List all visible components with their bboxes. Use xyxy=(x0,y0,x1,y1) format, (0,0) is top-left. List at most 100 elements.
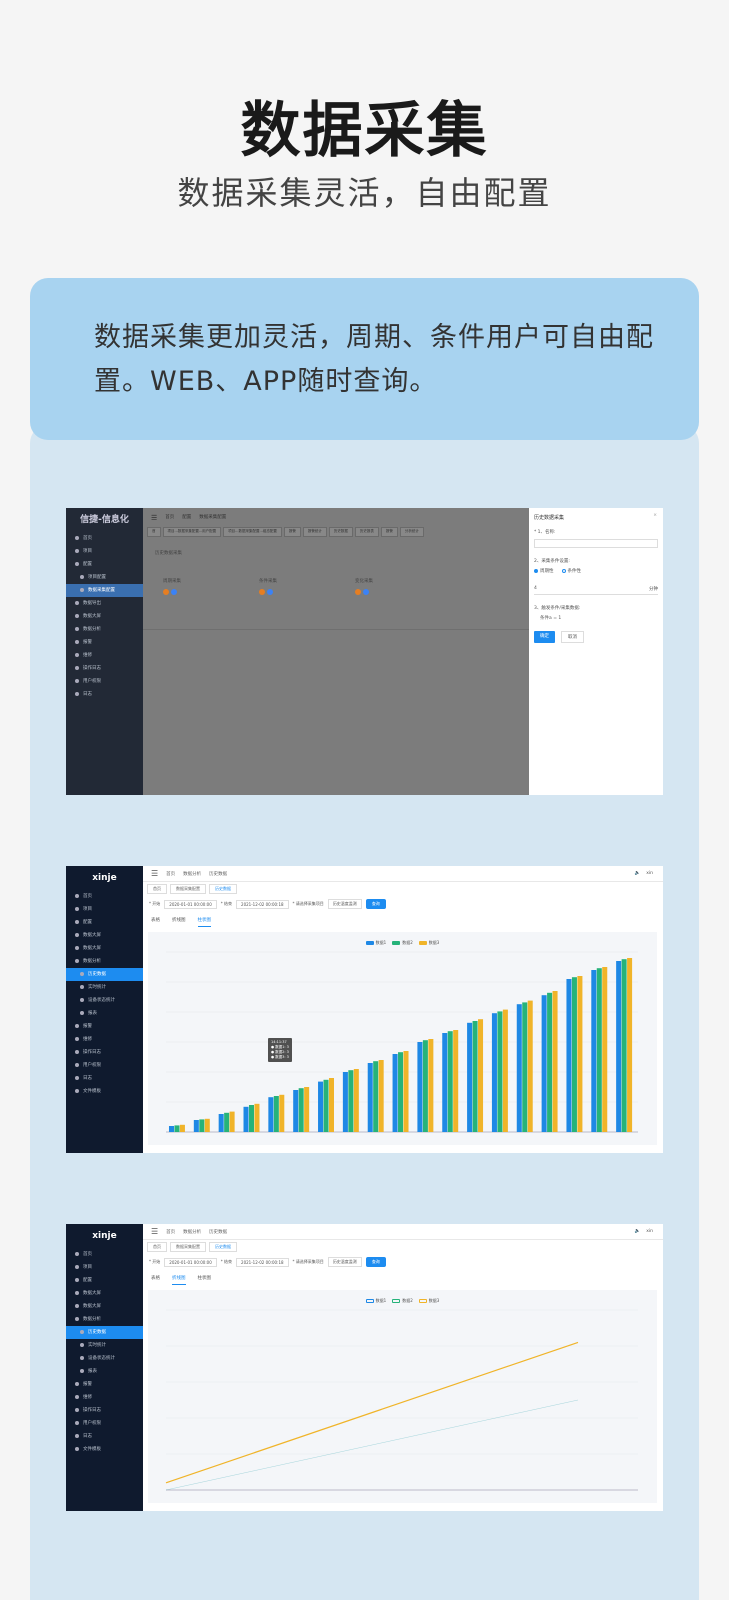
sidebar-item[interactable]: 操作日志 xyxy=(66,662,143,675)
card-condition[interactable]: 条件采集 xyxy=(259,578,277,595)
period-select[interactable]: 4 分钟 xyxy=(534,584,658,595)
sidebar-item[interactable]: 维修 xyxy=(66,649,143,662)
crumb[interactable]: 数据分析 xyxy=(183,871,202,877)
legend-item[interactable]: 数据3 xyxy=(418,940,439,946)
settings-icon[interactable] xyxy=(171,589,177,595)
sidebar-item[interactable]: 设备状态统计 xyxy=(66,1352,143,1365)
sidebar-item[interactable]: 项目 xyxy=(66,1261,143,1274)
tab-item[interactable]: 首 xyxy=(147,527,161,537)
tab-config[interactable]: 数据采集配置 xyxy=(170,884,206,894)
card-periodic[interactable]: 周期采集 xyxy=(163,578,181,595)
radio-periodic[interactable]: 周期性 xyxy=(534,568,554,574)
menu-icon[interactable]: ☰ xyxy=(151,1227,159,1236)
settings-icon[interactable] xyxy=(267,589,273,595)
settings-icon[interactable] xyxy=(363,589,369,595)
tab-item[interactable]: 分析统计 xyxy=(399,527,424,537)
tab-table[interactable]: 表格 xyxy=(151,1276,160,1281)
sidebar-item[interactable]: 数据大屏 xyxy=(66,1300,143,1313)
sidebar-item[interactable]: 用户权限 xyxy=(66,675,143,688)
crumb[interactable]: 首页 xyxy=(166,871,176,877)
cancel-button[interactable]: 取消 xyxy=(561,631,584,643)
tab-item[interactable]: 历史报表 xyxy=(354,527,379,537)
sidebar-item[interactable]: 报警 xyxy=(66,1020,143,1033)
sidebar-item[interactable]: 配置 xyxy=(66,1274,143,1287)
tab-item[interactable]: 报警 xyxy=(283,527,301,537)
tab-line[interactable]: 折线图 xyxy=(172,1275,186,1285)
sidebar-item[interactable]: 首页 xyxy=(66,1248,143,1261)
sidebar-item[interactable]: 文件模板 xyxy=(66,1443,143,1456)
legend-item[interactable]: 数据2 xyxy=(392,1298,413,1304)
sidebar-item[interactable]: 操作日志 xyxy=(66,1404,143,1417)
query-button[interactable]: 查询 xyxy=(365,899,386,909)
tab-table[interactable]: 表格 xyxy=(151,918,160,923)
end-date-input[interactable]: 2021-12-02 00:00:18 xyxy=(236,1257,289,1267)
sidebar-item[interactable]: 数据导出 xyxy=(66,597,143,610)
sidebar-item[interactable]: 项目 xyxy=(66,545,143,558)
tab-item[interactable]: 报警 xyxy=(380,527,398,537)
sidebar-item[interactable]: 文件模板 xyxy=(66,1085,143,1098)
tab-home[interactable]: 首页 xyxy=(147,1242,167,1252)
crumb[interactable]: 首页 xyxy=(165,515,175,520)
user-menu[interactable]: xin xyxy=(646,871,653,876)
sidebar-item[interactable]: 设备状态统计 xyxy=(66,994,143,1007)
tab-item[interactable]: 项目...数据采集配置...用户配置 xyxy=(162,527,222,537)
sidebar-item[interactable]: 首页 xyxy=(66,532,143,545)
sidebar-item[interactable]: 数据分析 xyxy=(66,955,143,968)
sidebar-item[interactable]: 报警 xyxy=(66,1378,143,1391)
project-select[interactable]: 历史温度监测 xyxy=(327,899,362,909)
edit-icon[interactable] xyxy=(355,589,361,595)
legend-item[interactable]: 数据1 xyxy=(365,1298,386,1304)
name-input[interactable] xyxy=(534,539,658,548)
sidebar-item[interactable]: 实时统计 xyxy=(66,1339,143,1352)
speaker-icon[interactable]: 🔈 xyxy=(634,871,641,876)
sidebar-item[interactable]: 日志 xyxy=(66,1430,143,1443)
sidebar-item[interactable]: 配置 xyxy=(66,916,143,929)
tab-item[interactable]: 报警统计 xyxy=(302,527,327,537)
sidebar-item[interactable]: 用户权限 xyxy=(66,1417,143,1430)
end-date-input[interactable]: 2021-12-02 00:00:18 xyxy=(236,899,289,909)
sidebar-item[interactable]: 项目 xyxy=(66,903,143,916)
project-select[interactable]: 历史温度监测 xyxy=(327,1257,362,1267)
menu-icon[interactable]: ☰ xyxy=(151,514,158,522)
sidebar-item[interactable]: 数据大屏 xyxy=(66,929,143,942)
legend-item[interactable]: 数据3 xyxy=(418,1298,439,1304)
edit-icon[interactable] xyxy=(259,589,265,595)
sidebar-item[interactable]: 报表 xyxy=(66,1007,143,1020)
tab-line[interactable]: 折线图 xyxy=(172,918,186,923)
tab-home[interactable]: 首页 xyxy=(147,884,167,894)
sidebar-item[interactable]: 维修 xyxy=(66,1033,143,1046)
query-button[interactable]: 查询 xyxy=(365,1257,386,1267)
sidebar-item[interactable]: 操作日志 xyxy=(66,1046,143,1059)
tab-history[interactable]: 历史数据 xyxy=(209,1242,237,1252)
crumb[interactable]: 配置 xyxy=(182,515,192,520)
tab-bar-chart[interactable]: 柱状图 xyxy=(197,1276,212,1281)
sidebar-item[interactable]: 日志 xyxy=(66,1072,143,1085)
sidebar-item[interactable]: 首页 xyxy=(66,890,143,903)
sidebar-item[interactable]: 数据大屏 xyxy=(66,610,143,623)
tab-bar-chart[interactable]: 柱状图 xyxy=(197,917,211,927)
user-menu[interactable]: xin xyxy=(646,1229,653,1234)
crumb[interactable]: 首页 xyxy=(166,1229,176,1235)
sidebar-item[interactable]: 用户权限 xyxy=(66,1059,143,1072)
card-change[interactable]: 变化采集 xyxy=(355,578,373,595)
sidebar-item[interactable]: 数据分析 xyxy=(66,623,143,636)
close-icon[interactable]: × xyxy=(653,513,657,518)
sidebar-item[interactable]: 数据大屏 xyxy=(66,942,143,955)
legend-item[interactable]: 数据1 xyxy=(365,940,386,946)
sidebar-item[interactable]: 配置 xyxy=(66,558,143,571)
tab-item[interactable]: 历史数据 xyxy=(328,527,353,537)
sidebar-item[interactable]: 日志 xyxy=(66,688,143,701)
start-date-input[interactable]: 2020-01-01 00:00:00 xyxy=(164,899,217,909)
sidebar-item[interactable]: 历史数据 xyxy=(66,1326,143,1339)
confirm-button[interactable]: 确定 xyxy=(534,631,555,643)
legend-item[interactable]: 数据2 xyxy=(392,940,413,946)
edit-icon[interactable] xyxy=(163,589,169,595)
speaker-icon[interactable]: 🔈 xyxy=(634,1229,641,1234)
sidebar-item[interactable]: 历史数据 xyxy=(66,968,143,981)
tab-item[interactable]: 项目...数据采集配置...组态配置 xyxy=(223,527,282,537)
sidebar-item[interactable]: 数据采集配置 xyxy=(66,584,143,597)
crumb[interactable]: 数据分析 xyxy=(183,1229,202,1235)
sidebar-item[interactable]: 数据分析 xyxy=(66,1313,143,1326)
tab-config[interactable]: 数据采集配置 xyxy=(170,1242,206,1252)
sidebar-item[interactable]: 报表 xyxy=(66,1365,143,1378)
